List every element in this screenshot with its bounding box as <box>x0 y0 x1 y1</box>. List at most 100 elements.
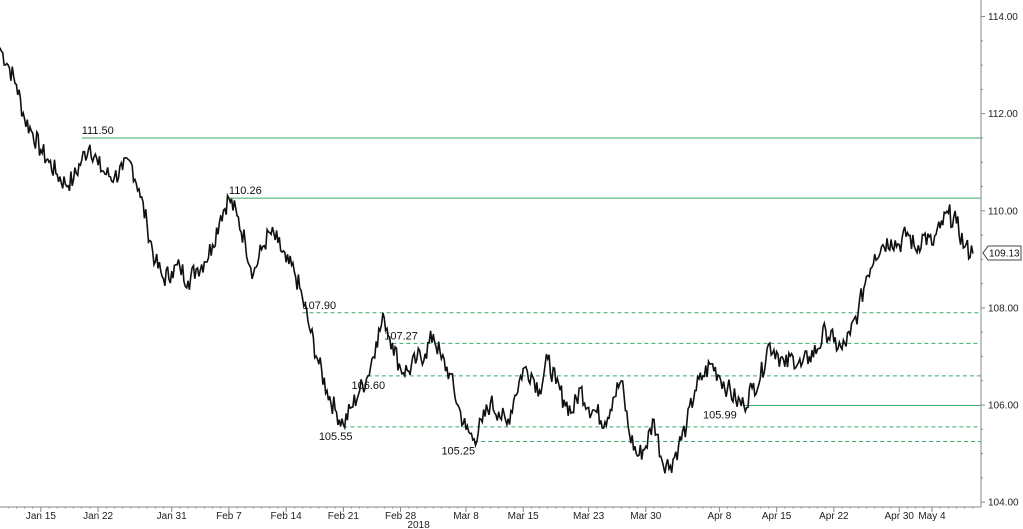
data-point <box>784 365 786 368</box>
data-point <box>7 64 9 66</box>
data-point <box>481 421 484 423</box>
data-point <box>244 241 247 244</box>
y-tick-label: 108.00 <box>988 303 1019 314</box>
data-point <box>555 382 557 385</box>
data-point <box>23 117 26 120</box>
data-point <box>342 423 345 426</box>
x-tick-label: Mar 15 <box>508 511 540 522</box>
data-point <box>81 159 83 161</box>
data-point <box>0 47 1 49</box>
data-point <box>612 396 614 399</box>
data-point <box>636 455 639 457</box>
data-point <box>653 418 655 421</box>
data-point <box>906 231 909 234</box>
data-point <box>367 375 369 377</box>
x-tick-label: Mar 8 <box>453 511 479 522</box>
data-point <box>497 411 500 414</box>
data-point <box>890 239 892 241</box>
data-point <box>841 348 843 351</box>
data-point <box>939 227 941 229</box>
data-point <box>457 404 459 406</box>
data-point <box>743 404 745 407</box>
data-point <box>89 144 91 146</box>
data-point <box>309 331 312 334</box>
level-labels: 111.50 110.26 107.90 107.27 106.60 105.99 105.… <box>82 125 737 457</box>
data-point <box>759 377 762 380</box>
data-point <box>31 132 34 134</box>
x-tick-label: Feb 14 <box>271 511 303 522</box>
data-point <box>391 342 394 345</box>
x-tick-label: Jan 31 <box>157 511 187 522</box>
data-point <box>187 280 189 283</box>
data-point <box>424 353 426 355</box>
data-point <box>350 406 353 409</box>
data-point <box>236 214 238 217</box>
data-point <box>546 358 549 360</box>
data-point <box>399 367 402 370</box>
x-tick-label: Feb 21 <box>328 511 360 522</box>
data-point <box>808 355 811 358</box>
x-tick-label: Jan 22 <box>83 511 113 522</box>
x-tick-label: Mar 23 <box>573 511 605 522</box>
data-point <box>596 411 598 414</box>
level-label: 105.25 <box>441 445 475 457</box>
series-line <box>0 47 974 474</box>
data-point <box>931 244 933 246</box>
year-label: 2018 <box>407 520 430 529</box>
data-point <box>833 341 835 343</box>
data-point <box>751 387 753 389</box>
data-point <box>702 375 704 377</box>
data-point <box>947 212 950 214</box>
data-point <box>269 231 271 234</box>
data-point <box>824 329 827 331</box>
data-point <box>579 387 582 389</box>
data-point <box>432 333 435 336</box>
data-point <box>604 421 606 423</box>
data-point <box>154 261 157 263</box>
x-tick-label: Apr 22 <box>819 511 849 522</box>
data-point <box>375 341 377 343</box>
data-point <box>15 83 18 86</box>
data-point <box>285 261 287 263</box>
level-label: 106.60 <box>352 380 386 392</box>
data-point <box>408 370 410 372</box>
data-point <box>334 409 337 411</box>
data-point <box>710 363 712 365</box>
data-point <box>146 224 148 227</box>
data-point <box>538 389 541 392</box>
x-tick-label: Apr 15 <box>762 511 792 522</box>
last-value-label: 109.13 <box>989 249 1020 260</box>
data-point <box>571 411 574 414</box>
data-point <box>219 214 222 217</box>
data-point <box>882 244 884 246</box>
level-label: 105.99 <box>703 410 737 422</box>
data-point <box>816 348 819 351</box>
data-point <box>105 173 108 176</box>
data-point <box>293 270 296 273</box>
x-tick-label: Feb 7 <box>216 511 242 522</box>
data-point <box>195 268 197 270</box>
level-label: 107.27 <box>384 330 418 342</box>
data-point <box>170 270 173 273</box>
data-point <box>530 372 533 375</box>
data-point <box>914 248 917 251</box>
data-point <box>203 261 206 263</box>
data-point <box>383 316 386 319</box>
data-point <box>972 252 974 254</box>
data-point <box>800 365 802 368</box>
data-point <box>318 363 320 365</box>
data-point <box>849 333 851 336</box>
data-point <box>113 176 116 178</box>
data-point <box>448 372 451 375</box>
y-tick-label: 110.00 <box>988 206 1018 217</box>
data-point <box>260 248 263 251</box>
data-point <box>489 401 492 404</box>
data-point <box>873 253 876 256</box>
data-point <box>514 394 516 397</box>
data-point <box>775 350 778 353</box>
data-point <box>677 445 680 448</box>
data-point <box>358 389 361 392</box>
data-point <box>685 423 688 426</box>
data-point <box>121 168 124 171</box>
